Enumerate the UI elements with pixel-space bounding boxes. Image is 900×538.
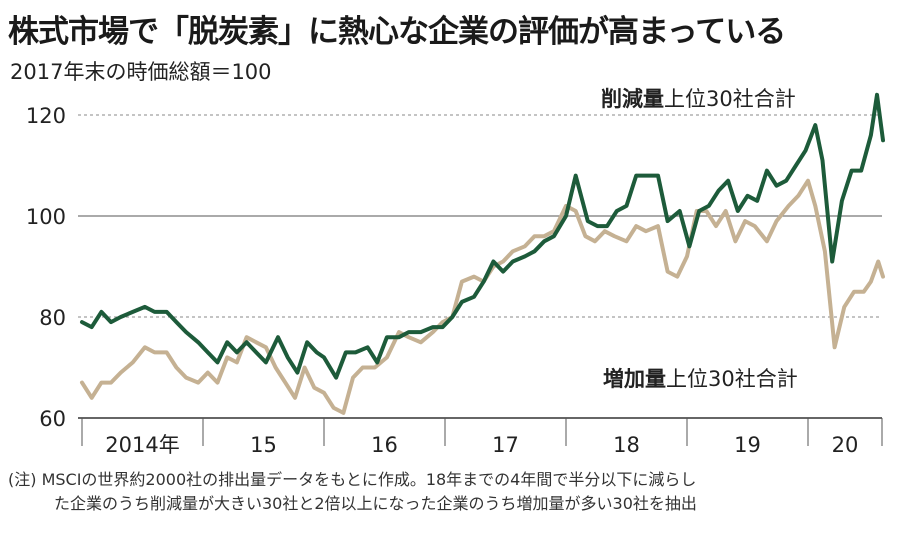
x-axis-tick-labels: 2014年 15 16 17 18 19 20 xyxy=(105,433,858,457)
x-tick-label-2014: 2014年 xyxy=(105,433,179,457)
y-tick-label-100: 100 xyxy=(26,205,66,229)
series-lines xyxy=(80,92,885,415)
chart-subtitle: 2017年末の時価総額＝100 xyxy=(10,60,272,84)
series-line-increase xyxy=(80,178,885,415)
series-label-reduction: 削減量上位30社合計 xyxy=(601,87,796,111)
x-tick-label-2015: 15 xyxy=(250,433,277,457)
y-tick-label-120: 120 xyxy=(26,104,66,128)
series-line-reduction xyxy=(80,92,885,380)
x-tick-label-2019: 19 xyxy=(734,433,761,457)
grid-lines xyxy=(78,114,882,318)
y-axis-tick-labels: 60 80 100 120 xyxy=(26,104,66,431)
chart-title: 株式市場で「脱炭素」に熱心な企業の評価が高まっている xyxy=(8,14,786,50)
footnote-line-2: た企業のうち削減量が大きい30社と2倍以上になった企業のうち増加量が多い30社を… xyxy=(54,494,697,513)
series-label-reduction-bold: 削減量 xyxy=(601,87,664,111)
series-label-reduction-rest: 上位30社合計 xyxy=(664,87,796,111)
y-tick-label-80: 80 xyxy=(39,306,66,330)
x-tick-label-2016: 16 xyxy=(371,433,398,457)
x-tick-label-2017: 17 xyxy=(492,433,519,457)
y-tick-label-60: 60 xyxy=(39,407,66,431)
x-tick-label-2018: 18 xyxy=(613,433,640,457)
series-label-increase-rest: 上位30社合計 xyxy=(666,367,798,391)
x-axis xyxy=(78,417,883,446)
footnote: (注) MSCIの世界約2000社の排出量データをもとに作成。18年までの4年間… xyxy=(8,468,892,516)
x-tick-label-2020: 20 xyxy=(832,433,859,457)
series-labels: 削減量上位30社合計 増加量上位30社合計 xyxy=(601,87,798,391)
footnote-line-1: (注) MSCIの世界約2000社の排出量データをもとに作成。18年までの4年間… xyxy=(8,470,697,489)
series-label-increase-bold: 増加量 xyxy=(603,367,666,391)
series-label-increase: 増加量上位30社合計 xyxy=(603,367,798,391)
